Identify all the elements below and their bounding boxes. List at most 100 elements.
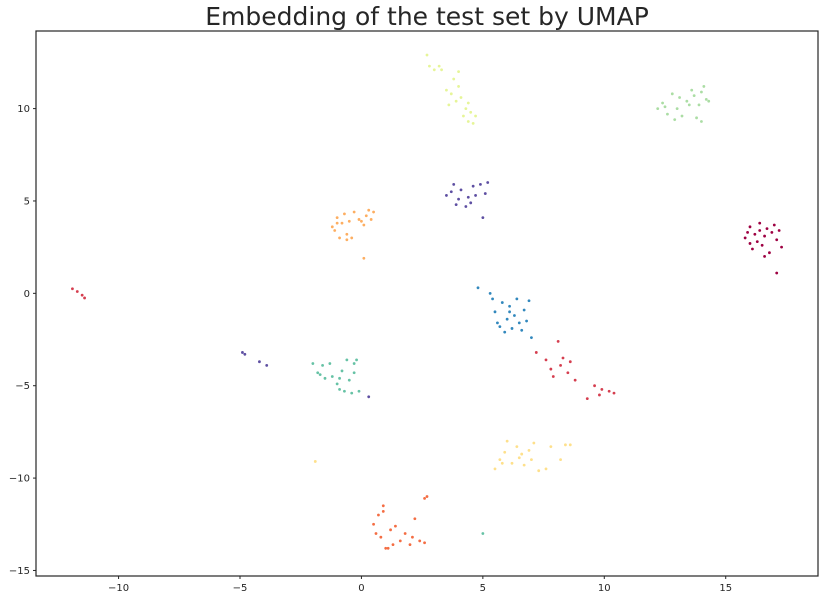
scatter-point [243, 352, 247, 356]
scatter-point [335, 221, 339, 225]
scatter-point [743, 236, 747, 240]
scatter-point [437, 64, 441, 68]
scatter-point [452, 77, 456, 81]
scatter-point [394, 524, 397, 528]
scatter-point [505, 317, 509, 321]
scatter-point [678, 96, 681, 99]
x-tick-label: −10 [108, 583, 129, 594]
scatter-point [449, 190, 453, 194]
scatter-point [690, 88, 694, 92]
scatter-point [445, 194, 448, 197]
scatter-point [561, 356, 565, 360]
scatter-point [343, 389, 346, 393]
scatter-point [345, 238, 349, 242]
scatter-point [386, 546, 390, 550]
scatter-point [530, 458, 533, 462]
scatter-point [697, 103, 701, 107]
y-tick-label: 0 [24, 289, 30, 300]
scatter-point [517, 456, 521, 460]
scatter-point [338, 236, 341, 240]
scatter-point [466, 101, 470, 105]
scatter-point [680, 114, 684, 118]
scatter-point [520, 452, 524, 456]
scatter-point [362, 223, 366, 227]
scatter-point [544, 467, 548, 471]
scatter-series-5 [425, 53, 477, 125]
chart-title: Embedding of the test set by UMAP [205, 2, 649, 31]
scatter-point [454, 99, 458, 103]
scatter-point [532, 441, 536, 445]
scatter-point [323, 376, 327, 380]
scatter-point [340, 221, 344, 225]
scatter-point [534, 351, 538, 354]
scatter-series-8 [476, 286, 533, 340]
scatter-point [549, 445, 553, 449]
plot-frame [35, 30, 819, 577]
scatter-point [449, 92, 453, 96]
scatter-point [71, 287, 74, 291]
scatter-point [751, 247, 754, 251]
scatter-point [498, 325, 502, 328]
y-tick-label: −10 [9, 474, 30, 485]
scatter-point [508, 304, 511, 308]
scatter-point [527, 448, 531, 452]
scatter-point [663, 105, 667, 109]
scatter-point [600, 388, 604, 391]
scatter-point [493, 467, 497, 471]
scatter-point [471, 121, 475, 125]
scatter-point [481, 216, 485, 219]
scatter-point [340, 369, 344, 373]
scatter-point [775, 271, 779, 275]
scatter-point [692, 94, 696, 98]
y-tick-label: 5 [24, 196, 30, 207]
scatter-point [321, 363, 324, 367]
scatter-point [753, 232, 757, 236]
scatter-point [345, 358, 349, 362]
scatter-point [673, 118, 677, 122]
scatter-point [318, 373, 322, 377]
scatter-point [343, 212, 346, 216]
scatter-point [537, 469, 541, 473]
scatter-point [413, 517, 417, 521]
scatter-point [352, 210, 356, 214]
scatter-point [75, 290, 79, 293]
scatter-series-9 [241, 181, 490, 399]
scatter-point [367, 395, 371, 399]
scatter-point [335, 382, 339, 386]
scatter-point [403, 532, 407, 535]
scatter-point [447, 103, 451, 107]
scatter-point [338, 388, 341, 391]
scatter-point [687, 103, 691, 107]
scatter-point [423, 497, 426, 500]
scatter-point [772, 223, 776, 227]
scatter-point [360, 219, 363, 223]
scatter-point [459, 188, 463, 192]
scatter-point [457, 85, 460, 88]
scatter-point [350, 391, 354, 395]
scatter-point [369, 218, 373, 221]
scatter-point [408, 543, 412, 546]
scatter-point [525, 319, 528, 323]
scatter-point [454, 203, 458, 207]
scatter-point [411, 535, 414, 539]
scatter-point [459, 96, 463, 99]
scatter-point [585, 397, 589, 401]
scatter-point [483, 192, 487, 195]
scatter-point [241, 351, 244, 354]
scatter-point [313, 460, 317, 463]
scatter-point [381, 509, 385, 513]
scatter-point [425, 53, 429, 57]
scatter-point [338, 376, 341, 380]
x-tick-label: 5 [480, 583, 486, 594]
scatter-series-7 [311, 358, 485, 535]
scatter-point [471, 184, 475, 188]
scatter-point [476, 286, 480, 290]
scatter-point [364, 214, 368, 218]
scatter-point [418, 539, 422, 543]
scatter-point [352, 371, 356, 375]
scatter-point [428, 64, 431, 68]
scatter-point [486, 181, 490, 184]
scatter-point [675, 107, 679, 110]
scatter-point [700, 90, 703, 94]
scatter-point [685, 99, 689, 103]
